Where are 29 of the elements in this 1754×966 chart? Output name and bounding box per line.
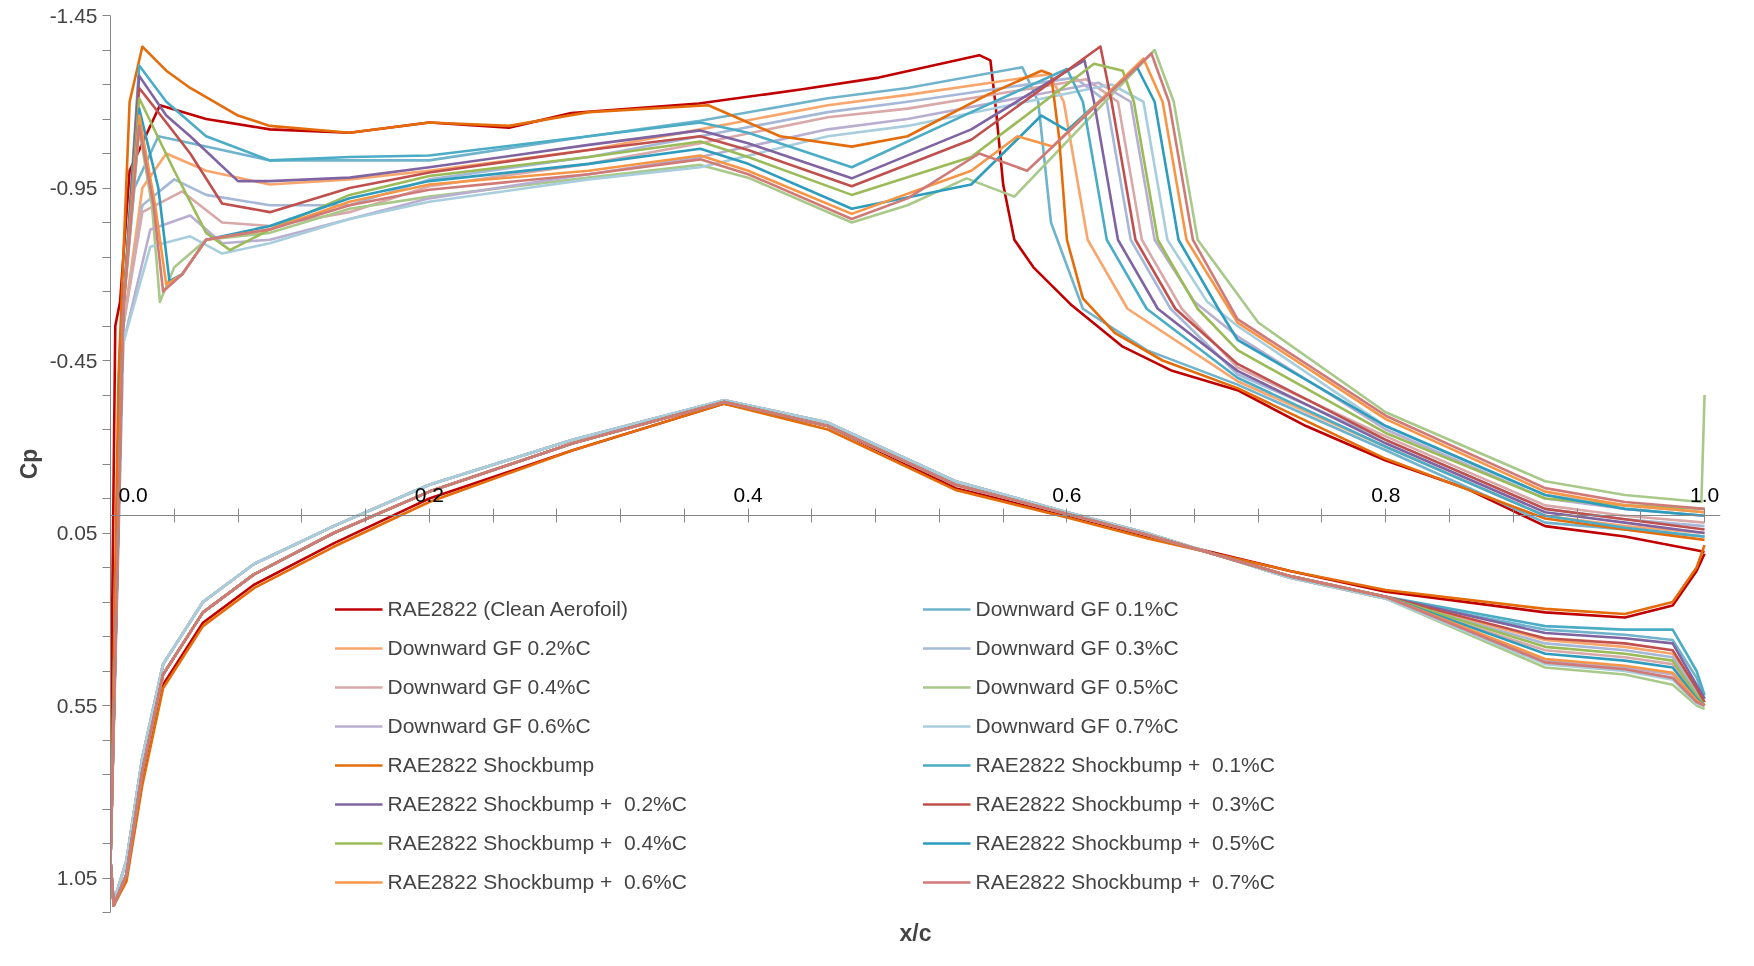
y-tick-label: 1.05 [56,866,98,889]
legend-label: RAE2822 Shockbump + 0.7%C [975,870,1276,894]
legend-label: Downward GF 0.1%C [975,597,1180,621]
legend-label: RAE2822 (Clean Aerofoil) [387,597,629,621]
y-tick-label: 0.55 [56,693,98,717]
x-tick-label: 1.0 [1689,482,1720,506]
legend-label: RAE2822 Shockbump + 0.1%C [975,753,1276,777]
y-tick-label: -1.45 [49,3,98,27]
legend-label: Downward GF 0.6%C [387,714,592,738]
legend-label: RAE2822 Shockbump [387,753,596,777]
x-axis-title: x/c [899,919,932,946]
legend-label: Downward GF 0.7%C [975,714,1180,738]
y-axis-title: Cp [15,448,42,480]
y-tick-label: -0.95 [49,176,98,199]
legend-label: RAE2822 Shockbump + 0.6%C [387,870,688,894]
y-tick-label: -0.45 [49,348,98,372]
legend-label: RAE2822 Shockbump + 0.2%C [387,792,688,816]
x-tick-label: 0.8 [1371,482,1401,506]
legend-label: Downward GF 0.5%C [975,675,1180,699]
legend-label: Downward GF 0.3%C [975,636,1180,660]
x-tick-label: 0.0 [118,482,148,506]
legend-label: Downward GF 0.2%C [387,636,592,660]
x-tick-label: 0.4 [733,482,764,506]
legend-label: RAE2822 Shockbump + 0.4%C [387,831,688,855]
legend-label: RAE2822 Shockbump + 0.3%C [975,792,1276,816]
legend-label: Downward GF 0.4%C [387,675,592,699]
y-tick-label: 0.05 [56,521,98,544]
x-tick-label: 0.6 [1052,482,1082,506]
legend-label: RAE2822 Shockbump + 0.5%C [975,831,1276,855]
